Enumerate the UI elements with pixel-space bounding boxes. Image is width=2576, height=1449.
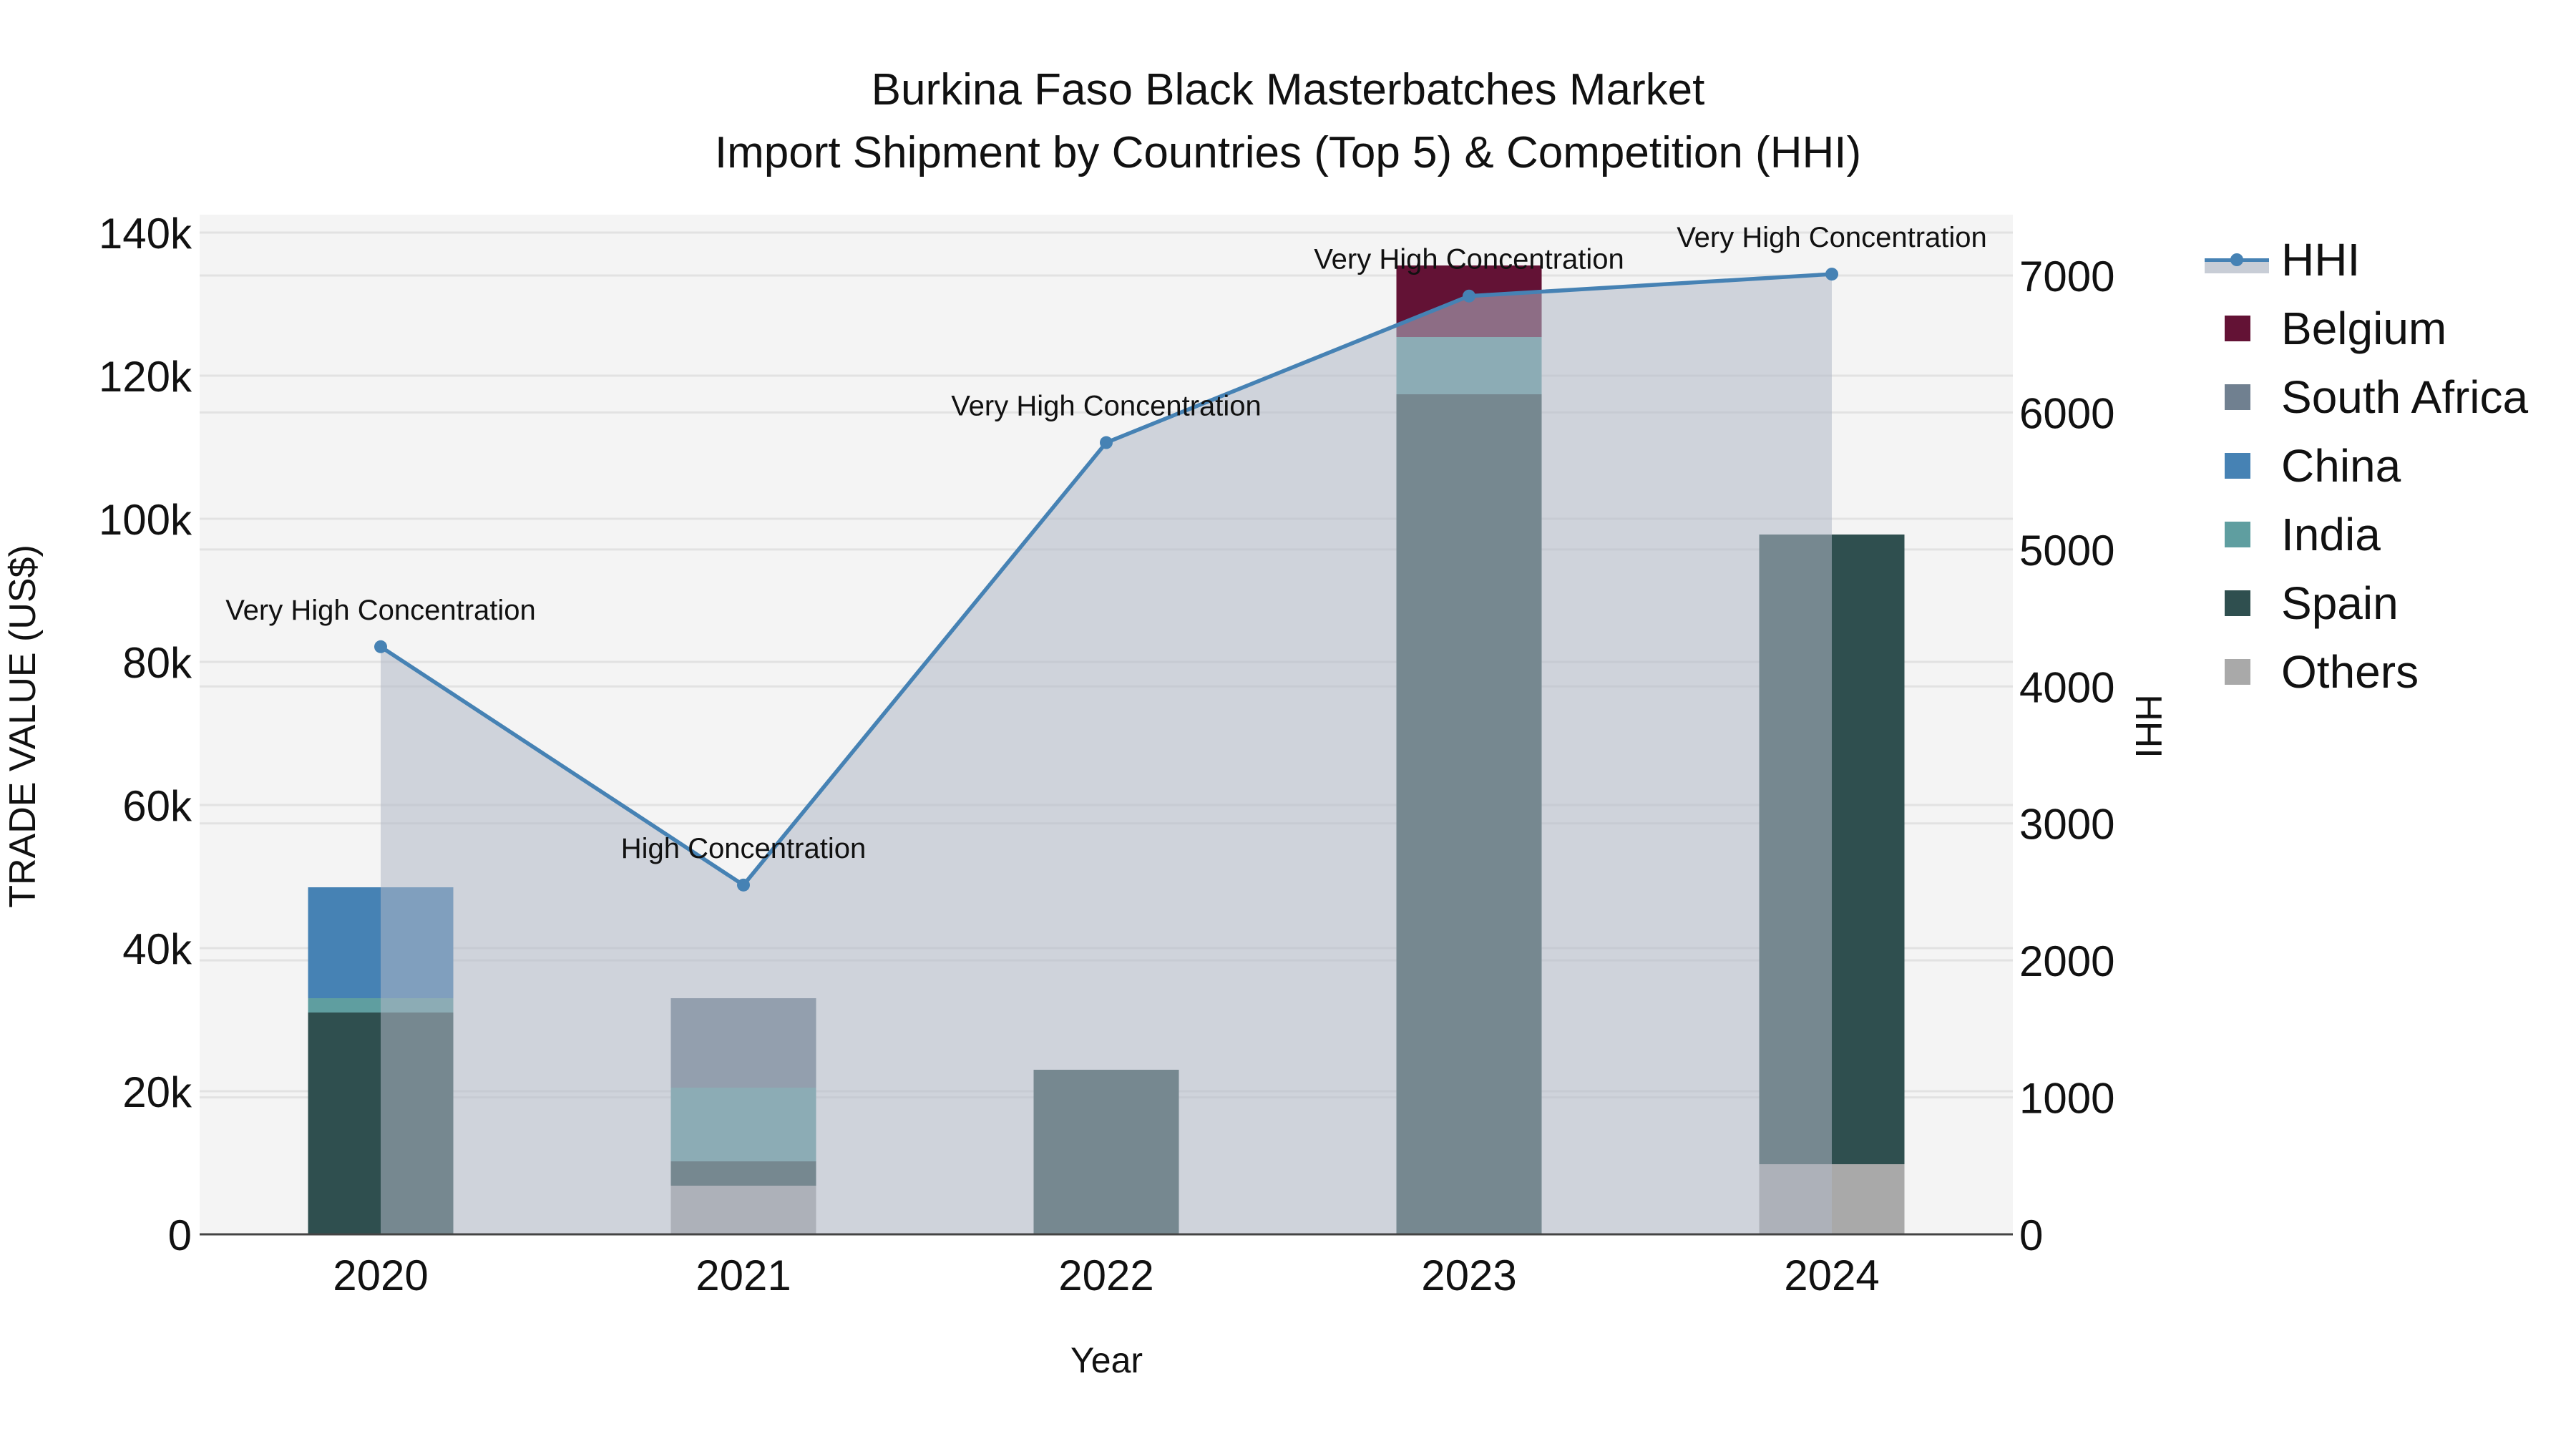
legend-label: Belgium [2281, 303, 2447, 354]
legend-item-spain[interactable]: Spain [2204, 569, 2399, 638]
legend-label: HHI [2281, 234, 2361, 286]
y-left-tick-label: 20k [122, 1068, 192, 1116]
y-right-tick-label: 7000 [2019, 253, 2114, 301]
hhi-annotation: Very High Concentration [225, 595, 536, 626]
y-left-tick-label: 0 [168, 1211, 192, 1259]
hhi-marker[interactable] [1463, 289, 1475, 303]
chart-title-line-1: Burkina Faso Black Masterbatches Market [871, 65, 1705, 114]
y-left-tick-label: 60k [122, 782, 192, 830]
y-left-tick-label: 100k [99, 496, 192, 544]
y-left-tick-label: 40k [122, 925, 192, 973]
legend-label: Others [2281, 646, 2419, 698]
y-right-tick-label: 4000 [2019, 663, 2114, 711]
hhi-marker[interactable] [1100, 436, 1113, 449]
chart-title-line-2: Import Shipment by Countries (Top 5) & C… [714, 128, 1862, 177]
y-left-tick-label: 120k [99, 353, 192, 401]
y-right-tick-label: 6000 [2019, 389, 2114, 437]
y-left-tick-label: 140k [99, 210, 192, 258]
y-axis-left-title: TRADE VALUE (US$) [2, 545, 44, 908]
hhi-annotation: Very High Concentration [1314, 244, 1624, 275]
x-tick-label: 2024 [1784, 1252, 1879, 1299]
y-left-tick-label: 80k [122, 639, 192, 687]
y-right-tick-label: 5000 [2019, 527, 2114, 575]
hhi-annotation: High Concentration [621, 833, 866, 864]
square-swatch-icon [2225, 453, 2250, 479]
square-swatch-icon [2225, 316, 2250, 341]
x-tick-label: 2023 [1421, 1252, 1516, 1299]
square-swatch-icon [2225, 659, 2250, 685]
legend-item-others[interactable]: Others [2204, 638, 2419, 706]
x-tick-label: 2021 [696, 1252, 791, 1299]
y-axis-right-title: HHI [2127, 694, 2169, 758]
x-tick-label: 2022 [1058, 1252, 1153, 1299]
legend-item-india[interactable]: India [2204, 500, 2381, 569]
x-axis-title: Year [1070, 1340, 1143, 1380]
hhi-marker[interactable] [737, 878, 750, 892]
legend-item-hhi[interactable]: HHI [2204, 225, 2360, 294]
legend-item-south-africa[interactable]: South Africa [2204, 363, 2528, 431]
square-swatch-icon [2225, 384, 2250, 410]
legend-label: South Africa [2281, 371, 2529, 423]
legend-label: India [2281, 509, 2381, 560]
y-right-tick-label: 1000 [2019, 1075, 2114, 1123]
hhi-annotation: Very High Concentration [1677, 222, 1987, 253]
line-marker-icon [2205, 253, 2269, 273]
hhi-area-fill [381, 274, 1832, 1235]
hhi-annotation: Very High Concentration [951, 391, 1262, 422]
legend-item-belgium[interactable]: Belgium [2204, 294, 2446, 363]
y-right-tick-label: 2000 [2019, 937, 2114, 985]
hhi-marker[interactable] [1825, 268, 1838, 281]
x-tick-label: 2020 [333, 1252, 428, 1299]
legend-label: Spain [2281, 577, 2399, 629]
legend: HHI Belgium South Africa China India Spa… [2204, 225, 2528, 706]
y-right-tick-label: 3000 [2019, 801, 2114, 849]
hhi-marker[interactable] [374, 640, 387, 653]
square-swatch-icon [2225, 522, 2250, 547]
legend-label: China [2281, 440, 2401, 492]
square-swatch-icon [2225, 590, 2250, 616]
legend-item-china[interactable]: China [2204, 431, 2401, 500]
y-right-tick-label: 0 [2019, 1211, 2043, 1259]
